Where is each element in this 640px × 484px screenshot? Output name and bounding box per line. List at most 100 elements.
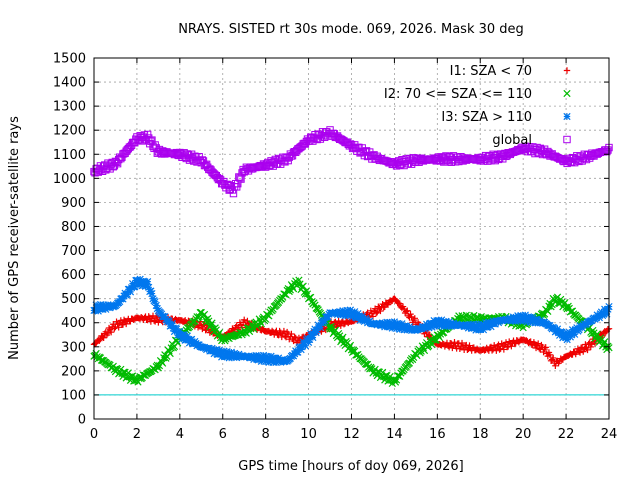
data-point [390, 318, 399, 326]
x-tick-label: 16 [429, 427, 446, 442]
x-tick-label: 2 [133, 427, 141, 442]
data-point [218, 353, 226, 361]
data-point [314, 306, 322, 314]
data-point [147, 137, 155, 145]
legend-label: global [492, 133, 532, 148]
data-point [244, 317, 251, 325]
data-point [405, 323, 414, 331]
data-point [578, 324, 586, 332]
data-point [165, 317, 173, 326]
data-point [138, 282, 146, 290]
data-point [232, 350, 240, 359]
data-point [546, 321, 554, 330]
data-point [442, 317, 450, 325]
data-point [477, 320, 485, 328]
data-point [464, 346, 471, 353]
data-point [135, 278, 143, 287]
data-point [301, 342, 309, 350]
data-point [151, 298, 159, 306]
data-point [159, 359, 167, 367]
x-tick-label: 20 [515, 427, 532, 442]
y-tick-label: 600 [61, 268, 86, 283]
data-point [591, 340, 599, 347]
data-point [215, 346, 224, 354]
data-point [122, 320, 130, 328]
data-point [101, 302, 109, 310]
data-point [466, 321, 475, 329]
data-point [470, 320, 478, 328]
x-tick-label: 24 [601, 427, 618, 442]
data-point [451, 339, 458, 346]
data-point [241, 316, 248, 324]
data-point [205, 317, 213, 325]
data-point [304, 338, 313, 347]
data-point [131, 283, 139, 291]
data-point [377, 307, 384, 315]
data-point [546, 351, 554, 359]
data-point [429, 321, 437, 329]
data-point [411, 315, 419, 322]
data-point [257, 357, 265, 366]
data-point [147, 287, 155, 295]
data-point [531, 319, 539, 327]
data-point [94, 307, 102, 315]
x-tick-label: 0 [90, 427, 98, 442]
data-point [212, 345, 220, 354]
data-point [265, 358, 273, 366]
data-point [259, 351, 268, 360]
data-point [120, 316, 128, 324]
x-tick-label: 10 [300, 427, 317, 442]
data-point [502, 339, 510, 346]
data-point [252, 351, 260, 360]
data-point [436, 320, 445, 328]
data-point [306, 335, 314, 344]
data-point [476, 325, 484, 334]
data-point [372, 309, 380, 317]
data-point [407, 310, 414, 318]
data-point [371, 305, 379, 312]
data-point [440, 322, 448, 331]
data-point [391, 378, 400, 386]
data-point [331, 319, 338, 326]
data-point [392, 324, 401, 333]
data-point [508, 343, 515, 350]
data-point [385, 323, 393, 331]
data-point [297, 345, 305, 354]
data-point [398, 320, 406, 328]
data-point [299, 282, 307, 290]
data-point [428, 323, 436, 331]
data-point [195, 313, 203, 321]
data-point [521, 311, 529, 319]
data-point [354, 309, 362, 318]
data-point [253, 322, 261, 331]
data-point [102, 305, 110, 313]
y-tick-label: 800 [61, 220, 86, 235]
x-tick-label: 4 [176, 427, 184, 442]
data-point [206, 329, 214, 336]
data-point [381, 323, 389, 331]
data-point [152, 301, 160, 310]
data-point [267, 352, 275, 360]
data-point [552, 362, 559, 370]
data-point [289, 352, 298, 360]
data-point [534, 340, 542, 347]
data-point [144, 278, 152, 286]
data-point [227, 348, 235, 356]
data-point [98, 305, 107, 314]
y-tick-label: 1000 [53, 172, 86, 187]
data-point [400, 326, 408, 334]
data-point [381, 303, 388, 310]
data-point [338, 310, 346, 318]
series-3 [90, 275, 613, 367]
x-tick-label: 12 [343, 427, 360, 442]
data-point [220, 347, 228, 355]
data-point [542, 344, 549, 351]
data-point [346, 341, 355, 350]
data-point [478, 322, 487, 330]
data-point [288, 330, 295, 338]
data-point [214, 331, 223, 339]
y-tick-label: 300 [61, 340, 86, 355]
data-point [236, 174, 244, 182]
data-point [341, 312, 349, 320]
